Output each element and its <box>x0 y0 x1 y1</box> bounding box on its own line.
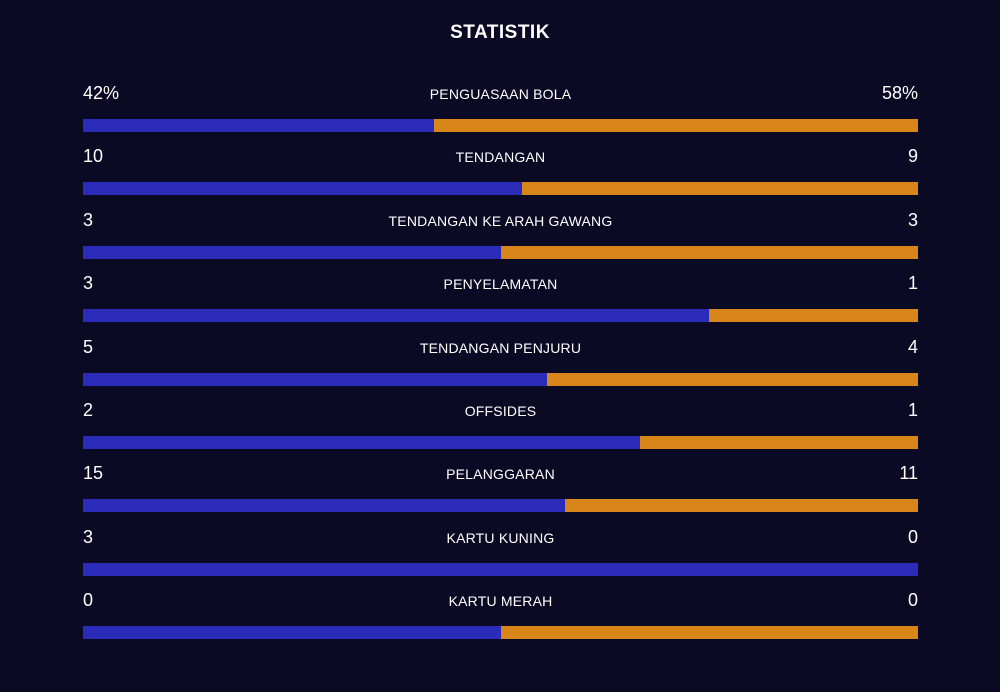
stat-row-yellow-cards: 3 KARTU KUNING 0 <box>83 524 918 587</box>
away-value: 0 <box>907 526 918 547</box>
comparison-bar <box>83 435 918 449</box>
away-value: 58% <box>881 83 918 103</box>
comparison-bar <box>83 372 918 386</box>
away-value: 9 <box>907 146 918 167</box>
home-bar-fill <box>83 182 523 196</box>
home-bar-fill <box>83 499 565 513</box>
stat-label: KARTU KUNING <box>446 529 555 546</box>
home-value: 3 <box>83 209 94 230</box>
home-value: 0 <box>83 590 94 611</box>
away-bar-fill <box>500 626 918 640</box>
stat-label: TENDANGAN <box>455 149 546 166</box>
stat-row-possession: 42% PENGUASAAN BOLA 58% <box>83 80 918 143</box>
stat-label: PELANGGARAN <box>446 466 555 483</box>
away-value: 1 <box>907 399 918 420</box>
stat-row-shots-on-target: 3 TENDANGAN KE ARAH GAWANG 3 <box>83 207 918 270</box>
home-bar-fill <box>83 245 501 259</box>
stat-label: KARTU MERAH <box>448 593 553 610</box>
comparison-bar <box>83 309 918 323</box>
away-value: 0 <box>907 590 918 611</box>
away-bar-fill <box>564 499 918 513</box>
home-bar-fill <box>83 372 548 386</box>
away-bar-fill <box>639 435 918 449</box>
home-value: 3 <box>83 526 94 547</box>
stat-row-red-cards: 0 KARTU MERAH 0 <box>83 587 918 650</box>
comparison-bar <box>83 499 918 513</box>
stat-row-offsides: 2 OFFSIDES 1 <box>83 397 918 460</box>
home-bar-fill <box>83 309 710 323</box>
home-value: 5 <box>83 336 94 357</box>
comparison-bar <box>83 245 918 259</box>
comparison-bar <box>83 119 918 132</box>
home-bar-fill <box>83 435 640 449</box>
home-value: 2 <box>83 399 94 420</box>
stat-row-fouls: 15 PELANGGARAN 11 <box>83 460 918 523</box>
stat-row-corners: 5 TENDANGAN PENJURU 4 <box>83 334 918 397</box>
stat-label: PENGUASAAN BOLA <box>429 86 572 102</box>
comparison-bar <box>83 626 918 640</box>
home-bar-fill <box>83 562 918 576</box>
away-value: 1 <box>907 273 918 294</box>
stats-list: 42% PENGUASAAN BOLA 58% 10 TENDANGAN 9 3… <box>83 80 918 651</box>
home-value: 3 <box>83 273 94 294</box>
home-value: 15 <box>83 463 104 484</box>
away-bar-fill <box>500 245 918 259</box>
stat-label: TENDANGAN KE ARAH GAWANG <box>388 212 613 229</box>
stat-label: TENDANGAN PENJURU <box>419 339 582 356</box>
stat-label: PENYELAMATAN <box>443 276 558 293</box>
away-value: 11 <box>899 463 918 484</box>
stat-row-shots: 10 TENDANGAN 9 <box>83 143 918 206</box>
stats-title: STATISTIK <box>450 22 550 43</box>
home-value: 42% <box>83 83 120 103</box>
home-value: 10 <box>83 146 104 167</box>
away-bar-fill <box>433 119 918 132</box>
comparison-bar <box>83 182 918 196</box>
home-bar-fill <box>83 626 501 640</box>
comparison-bar <box>83 562 918 576</box>
away-value: 4 <box>907 336 918 357</box>
stat-label: OFFSIDES <box>464 402 537 419</box>
stat-row-saves: 3 PENYELAMATAN 1 <box>83 270 918 333</box>
home-bar-fill <box>83 119 434 132</box>
away-value: 3 <box>907 209 918 230</box>
away-bar-fill <box>547 372 918 386</box>
away-bar-fill <box>709 309 918 323</box>
away-bar-fill <box>522 182 918 196</box>
